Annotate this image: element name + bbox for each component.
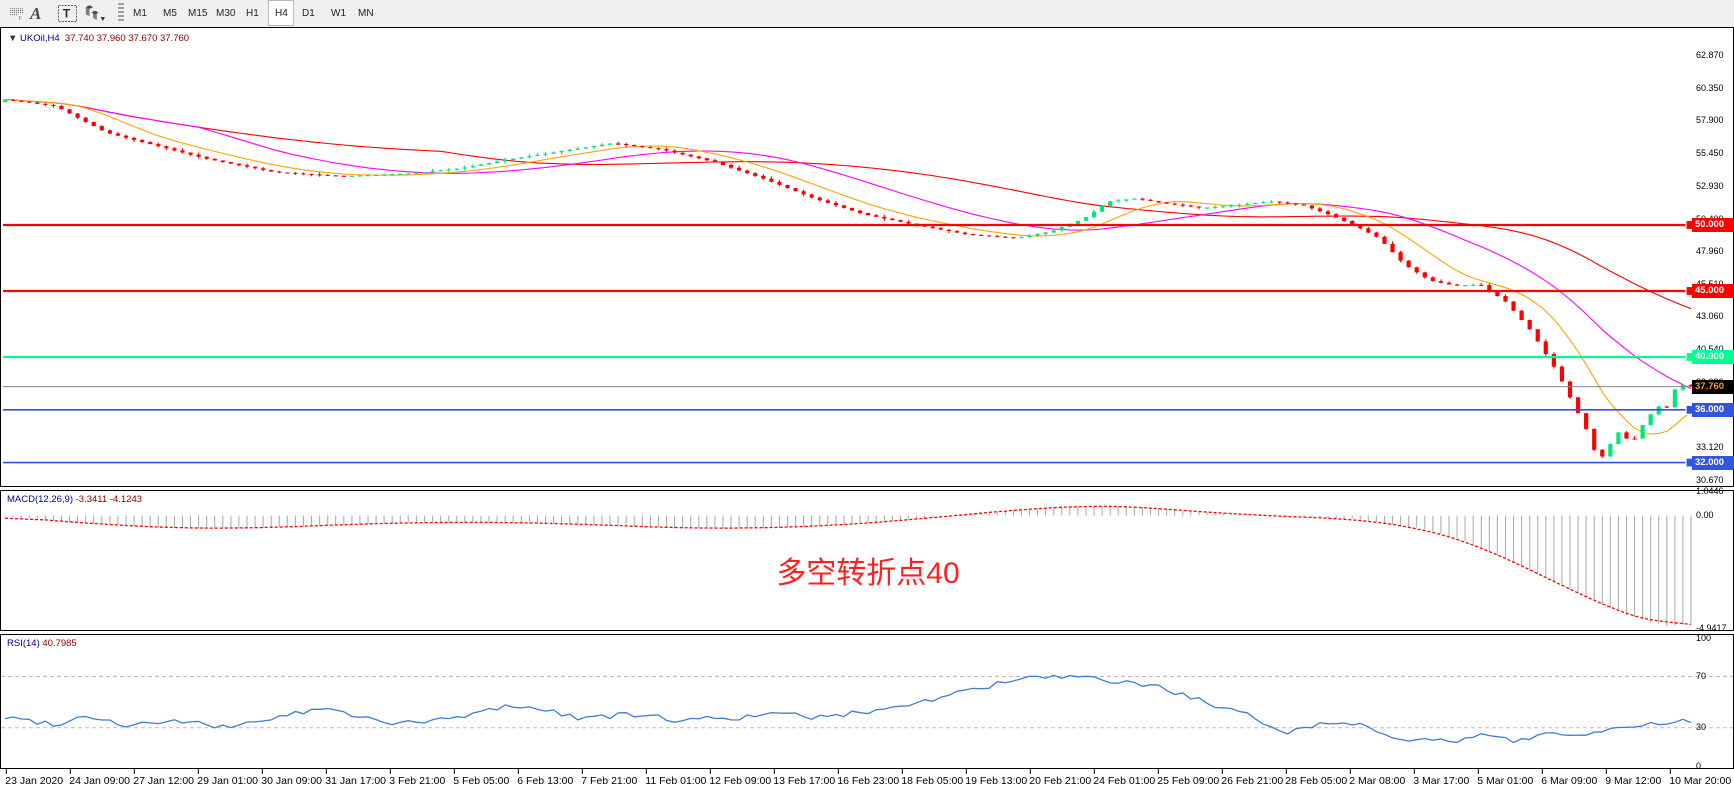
svg-text:F: F <box>19 15 22 19</box>
svg-text:T: T <box>63 6 71 20</box>
